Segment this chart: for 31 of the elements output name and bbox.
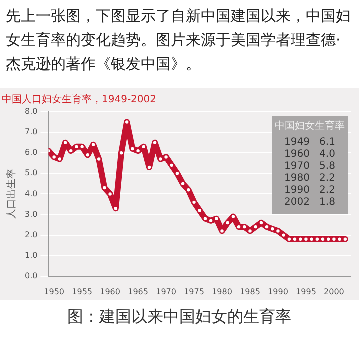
- x-tick-label: 1985: [240, 287, 260, 296]
- annotation: 1990 2.2: [284, 185, 336, 197]
- y-tick-label: 2.0: [24, 230, 38, 240]
- x-tick-label: 1955: [72, 287, 92, 296]
- y-tick-label: 5.0: [24, 168, 38, 178]
- annotation: 1949 6.1: [284, 137, 336, 149]
- y-axis-title: 人口出生率: [6, 169, 18, 220]
- text: 图：建国以来中国妇女的生育率: [66, 306, 292, 328]
- annotation: 1960 4.0: [284, 149, 336, 161]
- chart-title: 中国人口妇女生育率，1949-2002: [2, 94, 157, 106]
- x-tick-label: 1965: [128, 287, 148, 296]
- y-tick-label: 0.0: [24, 271, 38, 280]
- x-tick-label: 1995: [296, 287, 316, 296]
- y-tick-label: 3.0: [24, 210, 38, 219]
- y-tick-label: 8.0: [24, 107, 38, 116]
- x-tick-label: 1950: [44, 287, 64, 296]
- annotation: 2002 1.8: [284, 197, 336, 209]
- annotation: 中国妇女生育率: [274, 120, 346, 134]
- annotation: 1980 2.2: [284, 173, 336, 185]
- y-tick-label: 4.0: [24, 189, 38, 198]
- x-tick-label: 1990: [268, 287, 288, 296]
- text: 先上一张图，下图显示了自新中国建国以来，中国妇女生育率的变化趋势。图片来源于美国学者理查德·杰克逊的著作《银发中国》。: [6, 6, 352, 75]
- x-tick-label: 1960: [100, 287, 120, 296]
- x-tick-label: 1970: [156, 287, 176, 296]
- y-tick-label: 7.0: [24, 128, 38, 137]
- x-tick-label: 1980: [212, 287, 232, 296]
- y-tick-label: 1.0: [24, 250, 38, 260]
- annotation: 1970 5.8: [284, 161, 336, 173]
- x-tick-label: 1975: [184, 287, 204, 296]
- y-tick-label: 6.0: [24, 148, 38, 158]
- x-tick-label: 2000: [324, 287, 344, 296]
